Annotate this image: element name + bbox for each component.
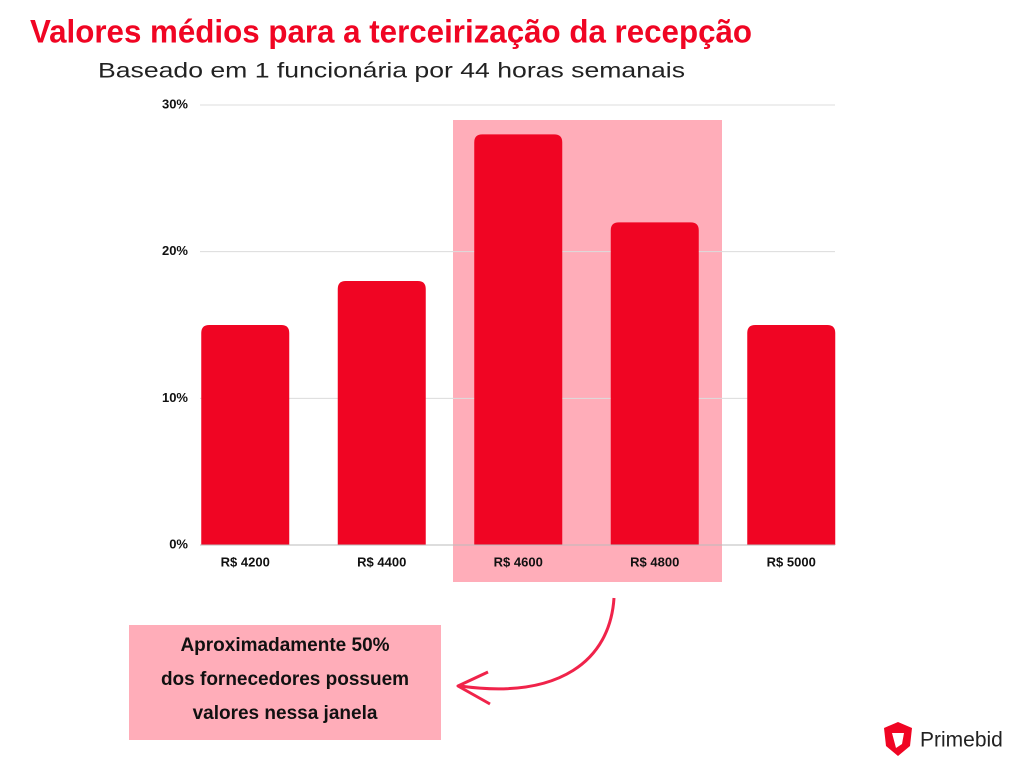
annotation-line: valores nessa janela	[193, 703, 378, 724]
logo-text: Primebid	[920, 729, 1003, 752]
x-tick-label: R$ 4600	[494, 554, 543, 569]
x-tick-label: R$ 4400	[357, 554, 406, 569]
arrow	[459, 597, 616, 691]
x-tick-label: R$ 4200	[221, 554, 270, 569]
bar	[474, 134, 563, 546]
annotation-line: Aproximadamente 50%	[180, 635, 389, 656]
bar	[201, 325, 290, 545]
chart-title: Valores médios para a terceirização da r…	[30, 13, 752, 49]
annotation-box	[129, 625, 441, 740]
arrow-head	[456, 670, 491, 706]
x-tick-label: R$ 4800	[630, 554, 679, 569]
bar	[610, 222, 699, 546]
y-tick-label: 30%	[162, 96, 188, 111]
y-tick-label: 0%	[169, 536, 188, 551]
chart-subtitle: Baseado em 1 funcionária por 44 horas se…	[98, 60, 685, 83]
x-tick-label: R$ 5000	[767, 554, 816, 569]
annotation-line: dos fornecedores possuem	[161, 669, 409, 690]
bar	[337, 281, 426, 545]
y-tick-label: 10%	[162, 390, 188, 405]
logo-icon	[892, 733, 904, 748]
bar	[747, 325, 836, 545]
y-tick-label: 20%	[162, 243, 188, 258]
